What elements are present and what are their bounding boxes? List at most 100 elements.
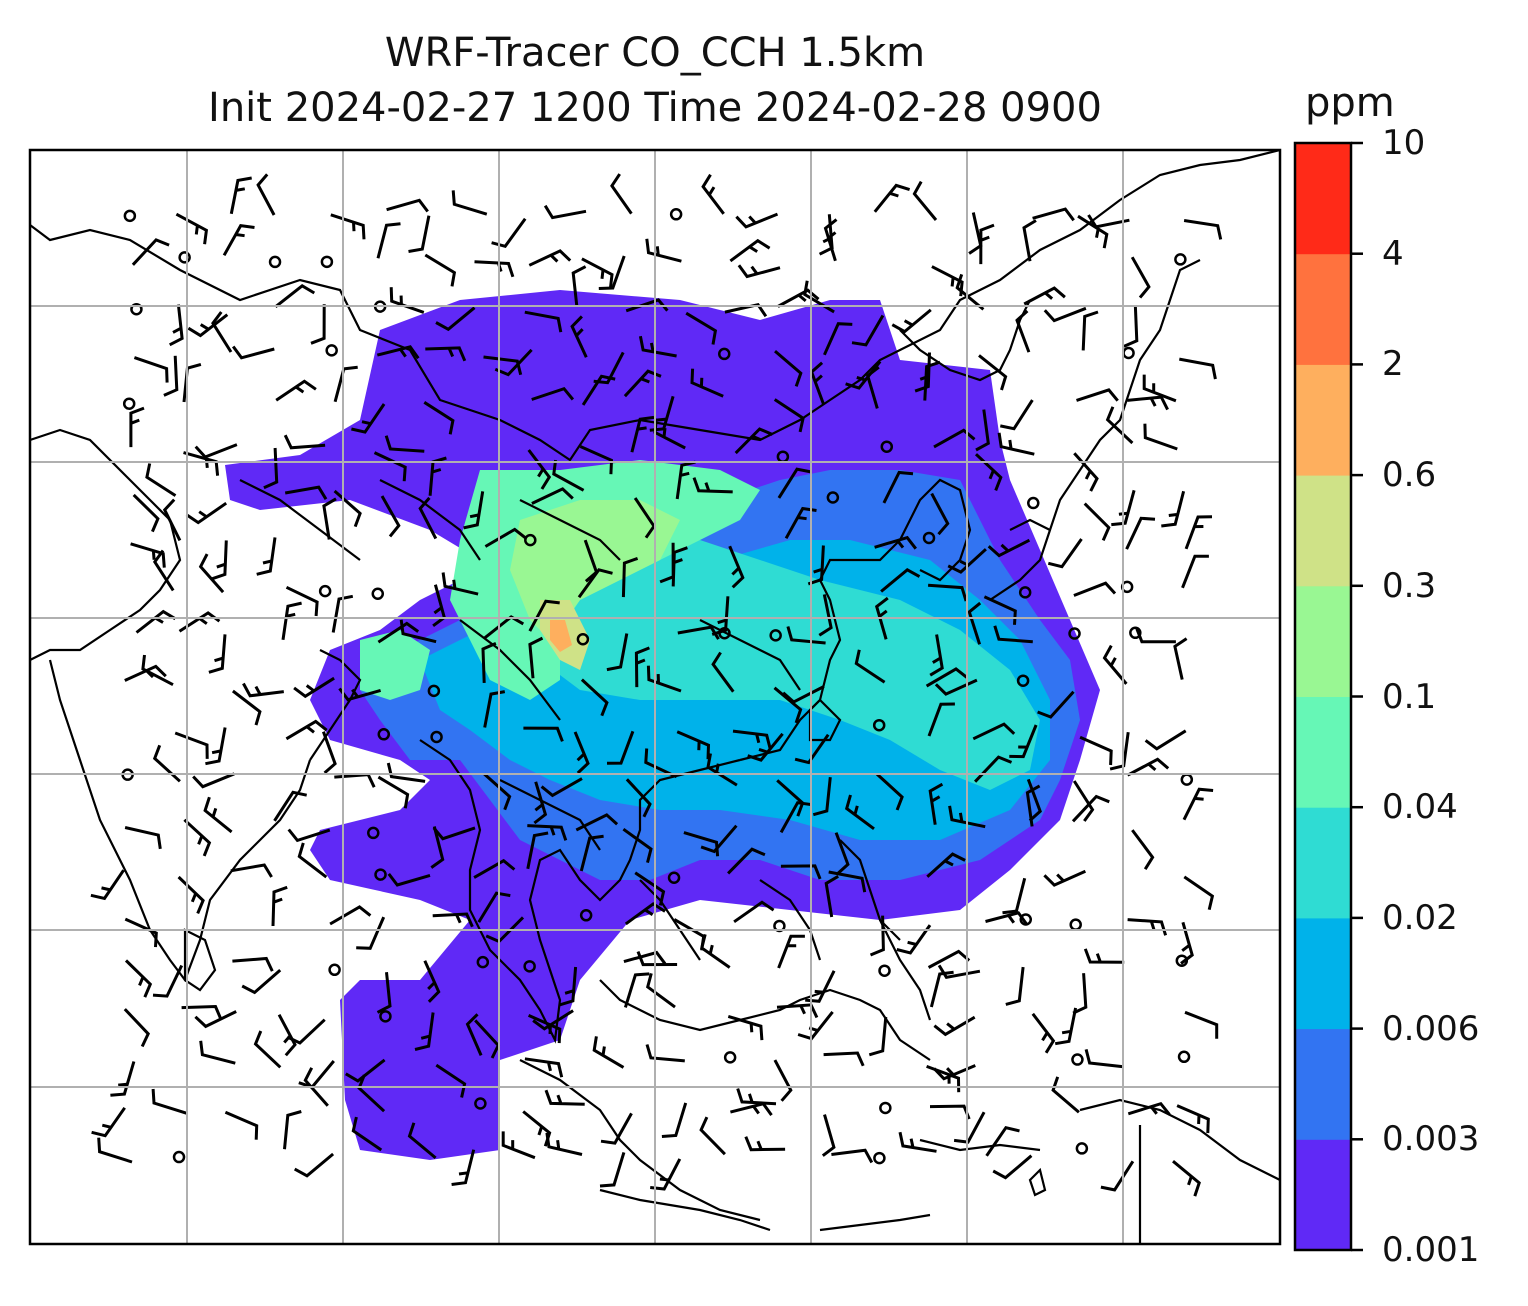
wind-barb bbox=[463, 491, 485, 530]
wind-barb bbox=[677, 625, 720, 640]
wind-barb bbox=[661, 1102, 688, 1138]
wind-barb bbox=[293, 676, 335, 699]
wind-barb bbox=[699, 1116, 726, 1156]
wind-barb bbox=[1031, 1012, 1056, 1054]
wind-barb bbox=[933, 1015, 976, 1037]
colorbar-tick-label: 0.003 bbox=[1382, 1119, 1480, 1160]
wind-barb bbox=[812, 777, 832, 817]
wind-barb bbox=[524, 310, 563, 333]
wind-barb bbox=[333, 365, 358, 403]
wind-barb bbox=[321, 731, 337, 775]
field-level-7 bbox=[550, 620, 572, 652]
colorbar-unit-label: ppm bbox=[1305, 80, 1395, 126]
wind-barb bbox=[1047, 538, 1083, 569]
wind-barb bbox=[432, 826, 476, 841]
calm-wind-marker bbox=[669, 208, 683, 221]
wind-barb bbox=[875, 772, 904, 811]
wind-barb bbox=[423, 960, 441, 1003]
wind-barb bbox=[644, 748, 678, 779]
wind-barb bbox=[869, 915, 885, 957]
wind-barb bbox=[131, 238, 170, 266]
wind-barb bbox=[163, 355, 179, 397]
wind-barb bbox=[1180, 921, 1194, 965]
wind-barb bbox=[483, 355, 523, 376]
wind-barb bbox=[933, 428, 976, 449]
wind-barb bbox=[1077, 214, 1109, 249]
wind-barb bbox=[357, 1074, 386, 1113]
wind-barb bbox=[151, 1088, 187, 1115]
wind-barb bbox=[528, 249, 572, 267]
wind-barb bbox=[407, 1122, 437, 1160]
calm-wind-marker bbox=[123, 209, 137, 223]
wind-barb bbox=[283, 1110, 302, 1150]
wind-barb bbox=[592, 1036, 625, 1069]
calm-wind-marker bbox=[325, 344, 338, 357]
wind-barb bbox=[281, 601, 302, 641]
calm-wind-marker bbox=[718, 347, 731, 361]
wind-barb bbox=[224, 1110, 259, 1140]
wind-barb bbox=[483, 615, 525, 640]
wind-barb bbox=[465, 1013, 483, 1056]
wind-barb bbox=[229, 176, 252, 215]
wind-barb bbox=[732, 729, 772, 750]
wind-barb bbox=[230, 863, 273, 878]
wind-barb bbox=[194, 1010, 237, 1029]
wind-barb bbox=[818, 594, 833, 637]
wind-barb bbox=[773, 686, 803, 724]
colorbar-segment bbox=[1295, 1028, 1351, 1140]
map-frame bbox=[28, 148, 1282, 1246]
wind-barb bbox=[141, 654, 174, 687]
calm-wind-marker bbox=[1175, 954, 1189, 967]
wind-barb bbox=[621, 556, 639, 598]
wind-barb bbox=[177, 875, 205, 914]
wind-barb bbox=[898, 1131, 937, 1153]
colorbar-tick-label: 0.02 bbox=[1382, 897, 1458, 938]
wind-barb bbox=[606, 633, 629, 672]
wind-barb bbox=[1023, 286, 1066, 306]
colorbar-segment bbox=[1295, 585, 1351, 697]
calm-wind-marker bbox=[122, 397, 136, 410]
wind-barb bbox=[777, 288, 820, 308]
wind-barb bbox=[773, 1059, 793, 1102]
calm-wind-marker bbox=[476, 955, 490, 969]
calm-wind-marker bbox=[1027, 496, 1040, 510]
wind-barb bbox=[256, 173, 276, 216]
wind-barb bbox=[286, 1018, 326, 1045]
wind-barb bbox=[377, 621, 420, 644]
wind-barb bbox=[579, 445, 614, 475]
wind-barb bbox=[275, 379, 317, 402]
wind-barb bbox=[581, 257, 614, 289]
wind-barb bbox=[634, 871, 666, 906]
calm-wind-marker bbox=[576, 632, 590, 646]
wind-barb bbox=[110, 1061, 136, 1097]
wind-barb bbox=[865, 366, 880, 409]
wind-barb bbox=[1126, 757, 1170, 777]
wind-barb bbox=[1083, 502, 1111, 542]
chart-title-line-1: WRF-Tracer CO_CCH 1.5km bbox=[384, 30, 926, 76]
wind-barb bbox=[552, 459, 585, 492]
wind-barb bbox=[1184, 1010, 1219, 1039]
wind-barb bbox=[701, 173, 725, 215]
colorbar-segment bbox=[1295, 807, 1351, 919]
wind-barb bbox=[277, 1013, 297, 1057]
wind-barb bbox=[851, 314, 885, 347]
wind-barb bbox=[968, 212, 983, 255]
wind-barb bbox=[780, 864, 822, 880]
wind-barb bbox=[854, 649, 886, 684]
wind-barb bbox=[777, 467, 812, 499]
wind-barb bbox=[181, 1004, 223, 1020]
wind-barb bbox=[187, 313, 229, 338]
wind-barb bbox=[700, 934, 731, 969]
colorbar-tick-label: 0.3 bbox=[1382, 565, 1437, 606]
wind-barb bbox=[997, 432, 1035, 456]
wind-barb bbox=[927, 583, 968, 602]
colorbar-tick-label: 10 bbox=[1382, 123, 1426, 163]
wind-barb bbox=[937, 964, 981, 979]
wind-barb bbox=[129, 406, 145, 448]
calm-wind-marker bbox=[379, 1010, 392, 1023]
wind-barb bbox=[930, 492, 950, 536]
wind-barb bbox=[373, 451, 407, 482]
wind-barb bbox=[724, 303, 768, 318]
wind-barb bbox=[386, 762, 426, 783]
wind-barb bbox=[1123, 306, 1139, 348]
